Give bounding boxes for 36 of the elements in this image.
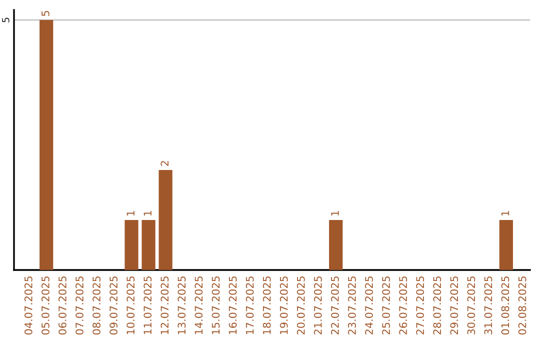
x-tick-label: 18.07.2025 xyxy=(262,276,271,334)
x-tick-label: 04.07.2025 xyxy=(24,276,32,335)
x-tick-label: 25.07.2025 xyxy=(382,276,390,334)
x-tick-label: 26.07.2025 xyxy=(399,276,408,334)
x-tick-label: 12.07.2025 xyxy=(160,276,169,334)
data-label: 1 xyxy=(331,211,339,216)
x-tick-label: 16.07.2025 xyxy=(228,276,237,334)
x-tick-label: 06.07.2025 xyxy=(58,276,66,335)
x-tick-label: 08.07.2025 xyxy=(92,276,100,335)
x-tick-label: 07.07.2025 xyxy=(76,276,84,335)
x-tick-label: 05.07.2025 xyxy=(42,276,50,335)
x-tick-label: 24.07.2025 xyxy=(365,276,373,334)
x-tick-label: 17.07.2025 xyxy=(246,276,254,334)
x-tick-label: 11.07.2025 xyxy=(144,276,152,334)
x-tick-label: 20.07.2025 xyxy=(296,276,305,334)
x-tick-label: 28.07.2025 xyxy=(433,276,442,334)
x-tick-label: 10.07.2025 xyxy=(126,276,135,334)
data-label: 2 xyxy=(160,161,168,166)
x-tick-label: 02.08.2025 xyxy=(518,276,526,335)
x-tick-label: 21.07.2025 xyxy=(314,276,322,334)
data-label: 1 xyxy=(501,211,510,216)
x-tick-label: 01.08.2025 xyxy=(501,276,510,335)
data-label: 1 xyxy=(144,211,152,216)
x-tick-label: 13.07.2025 xyxy=(178,276,186,334)
x-tick-label: 19.07.2025 xyxy=(280,276,288,334)
x-tick-label: 14.07.2025 xyxy=(194,276,203,334)
x-tick-label: 23.07.2025 xyxy=(348,276,356,334)
x-tick-label: 15.07.2025 xyxy=(212,276,220,334)
x-tick-label: 09.07.2025 xyxy=(110,276,118,335)
x-tick-label: 22.07.2025 xyxy=(331,276,339,334)
x-tick-label: 29.07.2025 xyxy=(450,276,458,334)
data-label: 1 xyxy=(126,211,134,216)
data-label: 5 xyxy=(42,10,50,16)
x-tick-label: 30.07.2025 xyxy=(467,276,476,334)
x-tick-label: 27.07.2025 xyxy=(416,276,424,334)
x-tick-label: 31.07.2025 xyxy=(484,276,492,334)
